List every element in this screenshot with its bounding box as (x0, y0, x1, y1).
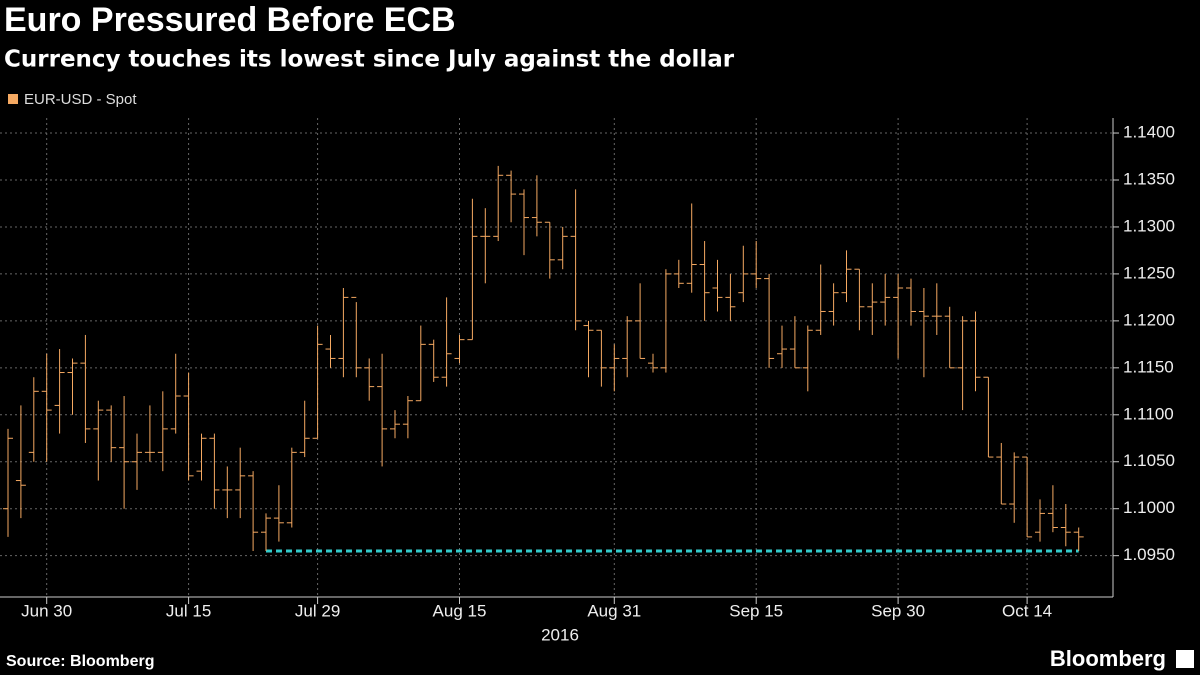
brand: Bloomberg (1050, 646, 1166, 671)
x-tick-label: Oct 14 (1002, 601, 1052, 620)
legend-label: EUR-USD - Spot (24, 91, 137, 108)
x-tick-label: Aug 15 (433, 601, 487, 620)
x-axis-label: 2016 (541, 625, 579, 644)
y-tick-label: 1.1050 (1123, 451, 1175, 470)
chart-subtitle: Currency touches its lowest since July a… (4, 47, 735, 73)
y-tick-label: 1.1250 (1123, 263, 1175, 282)
y-tick-label: 1.1350 (1123, 169, 1175, 188)
x-tick-label: Sep 15 (729, 601, 783, 620)
x-tick-label: Jun 30 (21, 601, 72, 620)
y-tick-label: 1.1150 (1123, 357, 1174, 376)
legend-swatch (8, 94, 18, 104)
brand-icon (1176, 650, 1194, 668)
y-tick-label: 1.1000 (1123, 498, 1175, 517)
y-tick-label: 1.1300 (1123, 216, 1175, 235)
source: Source: Bloomberg (6, 653, 154, 670)
y-tick-label: 1.1100 (1123, 404, 1174, 423)
x-tick-label: Sep 30 (871, 601, 925, 620)
y-tick-label: 1.1400 (1123, 123, 1175, 142)
chart-title: Euro Pressured Before ECB (4, 1, 456, 39)
x-tick-label: Aug 31 (587, 601, 641, 620)
x-tick-label: Jul 15 (166, 601, 211, 620)
y-tick-label: 1.0950 (1123, 545, 1175, 564)
y-tick-label: 1.1200 (1123, 310, 1175, 329)
x-tick-label: Jul 29 (295, 601, 340, 620)
